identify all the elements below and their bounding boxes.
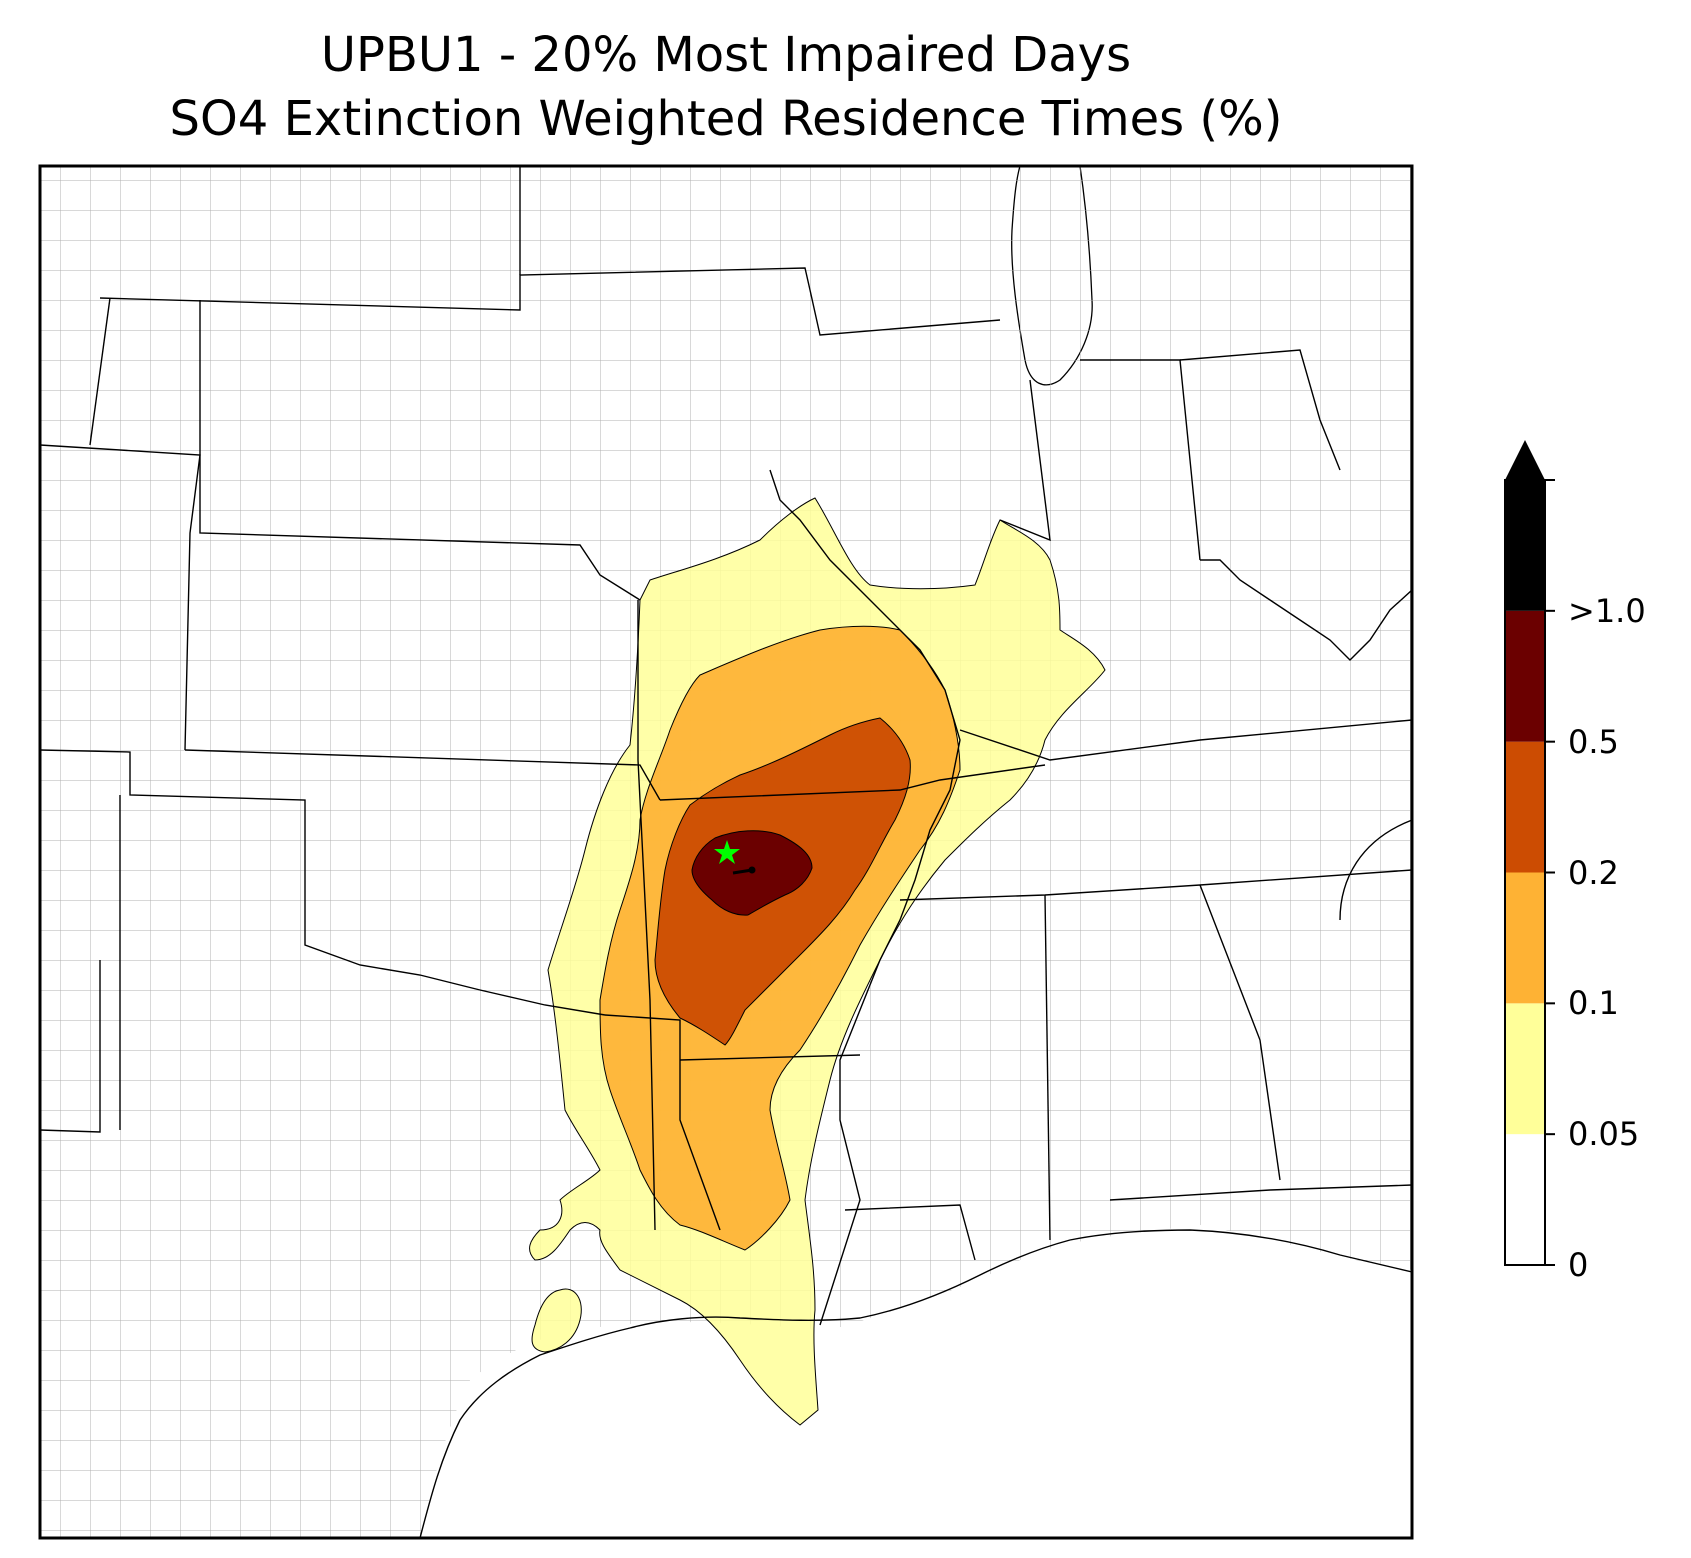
map-border xyxy=(38,164,1414,1540)
green-star-icon xyxy=(714,840,740,864)
colorbar-tick-label: >1.0 xyxy=(1568,591,1646,630)
colorbar-swatch xyxy=(1505,872,1545,1004)
chart-title-line-1: UPBU1 - 20% Most Impaired Days xyxy=(320,27,1132,83)
contour-0-05-island xyxy=(531,1288,582,1353)
colorbar-swatch xyxy=(1505,480,1545,611)
receptor-site-marker xyxy=(714,840,756,875)
colorbar-tick-label: 0.5 xyxy=(1568,722,1619,761)
colorbar-tick-label: 0.2 xyxy=(1568,853,1619,892)
colorbar xyxy=(1504,440,1555,1266)
gulf-coastline xyxy=(419,1229,1412,1538)
map-area xyxy=(40,166,1412,1538)
colorbar-tick-label: 0.05 xyxy=(1568,1115,1640,1154)
colorbar-extend-arrow xyxy=(1505,440,1545,480)
colorbar-swatch xyxy=(1505,1134,1545,1265)
state-boundaries xyxy=(40,166,1412,1326)
colorbar-swatch xyxy=(1505,741,1545,873)
colorbar-tick-label: 0.1 xyxy=(1568,984,1619,1023)
colorbar-tick-label: 0 xyxy=(1568,1246,1589,1284)
colorbar-swatch xyxy=(1505,610,1545,742)
chart-title-line-2: SO4 Extinction Weighted Residence Times … xyxy=(169,91,1283,147)
colorbar-swatch xyxy=(1505,1003,1545,1135)
